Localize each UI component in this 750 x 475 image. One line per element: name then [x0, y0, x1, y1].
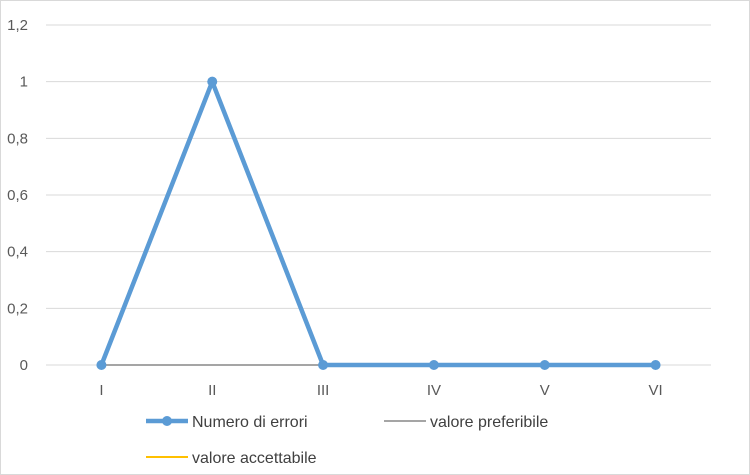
x-tick-label: VI	[648, 382, 662, 399]
x-tick-label: V	[540, 382, 550, 399]
series-0	[96, 76, 661, 370]
legend-label: Numero di errori	[192, 414, 308, 431]
y-tick-label: 1	[20, 74, 28, 91]
y-tick-label: 0,8	[7, 130, 28, 147]
legend-item: Numero di errori	[146, 414, 308, 431]
data-point	[96, 360, 107, 370]
legend-label: valore accettabile	[192, 450, 317, 467]
y-tick-label: 0,6	[7, 187, 28, 204]
data-point	[318, 360, 329, 370]
y-tick-label: 0,4	[7, 244, 28, 261]
x-tick-label: II	[208, 382, 216, 399]
x-tick-label: I	[99, 382, 103, 399]
legend-item: valore accettabile	[146, 450, 317, 467]
y-tick-label: 1,2	[7, 17, 28, 34]
legend-item: valore preferibile	[384, 414, 548, 431]
data-point	[428, 360, 439, 370]
y-tick-label: 0	[20, 357, 28, 374]
legend-marker	[162, 416, 172, 426]
y-axis-tick-labels: 0 0,2 0,4 0,6 0,8 1 1,2	[7, 17, 28, 374]
series-lines	[96, 76, 661, 370]
legend: Numero di errori valore preferibile valore…	[146, 414, 548, 467]
data-point	[539, 360, 550, 370]
y-tick-label: 0,2	[7, 300, 28, 317]
data-point	[207, 76, 218, 87]
x-tick-label: IV	[427, 382, 441, 399]
data-point	[650, 360, 661, 370]
series-line	[99, 79, 658, 368]
x-axis-tick-labels: I II III IV V VI	[99, 382, 662, 399]
legend-label: valore preferibile	[430, 414, 548, 431]
x-tick-label: III	[317, 382, 330, 399]
gridlines	[46, 24, 711, 366]
